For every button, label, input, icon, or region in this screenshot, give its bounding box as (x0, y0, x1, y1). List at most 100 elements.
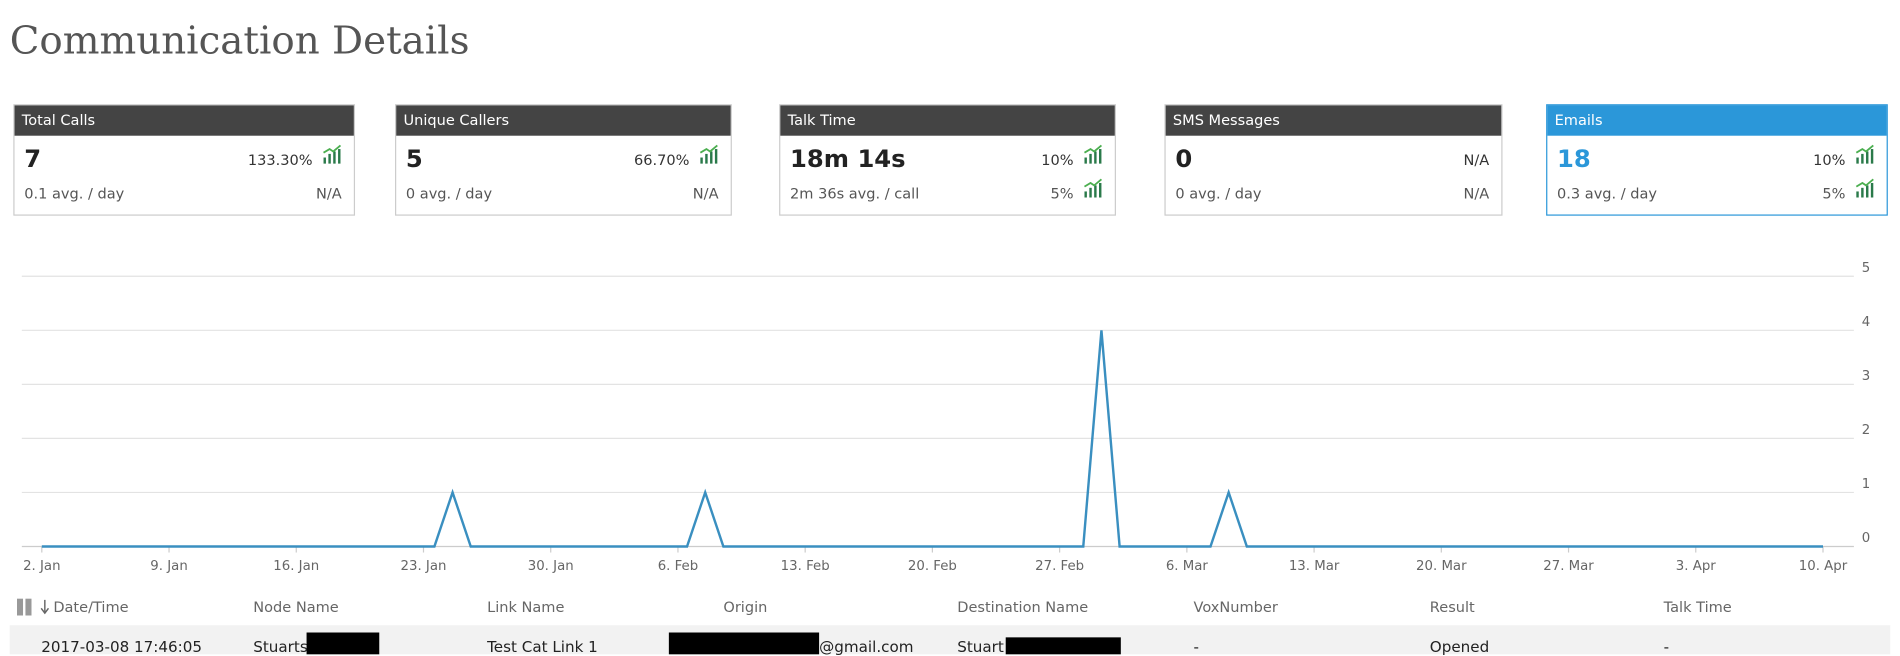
card-value: 18m 14s (790, 144, 906, 174)
icon-bar (1089, 153, 1092, 164)
card-sub-change: N/A (315, 185, 342, 203)
x-tick-label: 27. Mar (1543, 559, 1594, 574)
stat-card[interactable]: Total Calls 7 133.30% 0.1 avg. / day N/A (13, 104, 356, 216)
column-header[interactable]: Destination Name (957, 598, 1089, 616)
redaction (306, 632, 380, 655)
trend-icon (323, 144, 342, 164)
stat-card[interactable]: Unique Callers 5 66.70% 0 avg. / day N/A (395, 104, 732, 216)
column-header[interactable]: VoxNumber (1193, 598, 1278, 616)
icon-bar (700, 157, 703, 164)
card-subtext: 0 avg. / day (1175, 185, 1262, 203)
card-subtext: 0.3 avg. / day (1557, 185, 1658, 203)
x-tick-label: 9. Jan (150, 559, 187, 574)
column-header[interactable]: Talk Time (1663, 598, 1732, 616)
page-title: Communication Details (9, 16, 470, 64)
table-cell: Opened (1429, 637, 1490, 656)
column-header[interactable]: Result (1429, 598, 1475, 616)
icon-bar (1866, 185, 1869, 198)
card-sub-change: 5% (1050, 185, 1074, 203)
x-tick-label: 10. Apr (1799, 559, 1848, 574)
icon-bar (1856, 191, 1859, 198)
card-value: 5 (405, 144, 423, 174)
card-sub-change: N/A (1463, 185, 1490, 203)
icon-bar (714, 149, 718, 164)
card-change: N/A (1463, 151, 1490, 169)
line-series (41, 330, 1824, 548)
icon-line (1084, 178, 1103, 188)
y-tick-label: 3 (1862, 369, 1870, 384)
redaction (1005, 637, 1121, 655)
stat-card[interactable]: Emails 18 10% 0.3 avg. / day 5% (1546, 104, 1888, 216)
card-value: 18 (1557, 144, 1591, 174)
redaction (668, 632, 820, 655)
card-subtext: 0.1 avg. / day (24, 185, 125, 203)
y-tick-label: 1 (1862, 477, 1870, 492)
x-tick-label: 16. Jan (273, 559, 319, 574)
icon-bar (1870, 149, 1874, 164)
card-change: 10% (1813, 151, 1846, 169)
card-title: Emails (1547, 105, 1887, 136)
card-value: 7 (24, 144, 42, 174)
x-tick-label: 6. Feb (658, 559, 699, 574)
column-header[interactable]: Link Name (487, 598, 565, 616)
sort-arrow[interactable] (40, 599, 50, 615)
trend-icon (699, 144, 718, 164)
x-tick-label: 20. Feb (908, 559, 957, 574)
icon-bar (328, 153, 331, 164)
x-tick-label: 27. Feb (1035, 559, 1084, 574)
card-sub-change: N/A (692, 185, 719, 203)
trend-icon (1084, 178, 1103, 198)
icon-bar (323, 157, 326, 164)
icon-bar (1099, 149, 1102, 164)
icon-bar (1856, 157, 1859, 164)
icon-bar (1084, 191, 1087, 198)
trend-icon (1084, 144, 1103, 164)
trend-icon (1855, 178, 1874, 198)
card-subtext: 0 avg. / day (405, 185, 493, 203)
icon-bar (1861, 153, 1864, 164)
icon-bar (1866, 151, 1869, 164)
column-handle[interactable] (16, 598, 36, 616)
column-header[interactable]: Node Name (253, 598, 339, 616)
table-cell: - (1193, 637, 1199, 656)
card-title: Total Calls (14, 105, 354, 136)
card-subtext: 2m 36s avg. / call (790, 185, 920, 203)
icon-bar (1861, 187, 1864, 198)
x-tick-label: 2. Jan (23, 559, 60, 574)
icon-bar (1094, 151, 1097, 164)
x-tick-label: 30. Jan (528, 559, 574, 574)
icon-bar (1870, 182, 1874, 198)
stat-card[interactable]: Talk Time 18m 14s 10% 2m 36s avg. / call 5% (779, 104, 1116, 216)
x-tick-label: 13. Mar (1289, 559, 1340, 574)
trend-icon (1855, 144, 1874, 164)
card-change: 66.70% (634, 151, 690, 169)
icon-bar (1084, 157, 1087, 164)
stat-card[interactable]: SMS Messages 0 N/A 0 avg. / day N/A (1164, 104, 1503, 216)
column-header[interactable]: Date/Time (53, 598, 129, 616)
x-tick-label: 23. Jan (401, 559, 447, 574)
card-change: 133.30% (247, 151, 313, 169)
icon-bar (1099, 182, 1102, 198)
y-tick-label: 5 (1862, 261, 1870, 276)
icon-line (699, 144, 718, 154)
icon-line (1084, 144, 1103, 154)
icon-line (1855, 178, 1874, 188)
x-tick-label: 3. Apr (1676, 559, 1716, 574)
card-change: 10% (1041, 151, 1074, 169)
x-tick-label: 13. Feb (781, 559, 830, 574)
icon-bar (338, 149, 341, 164)
x-tick-label: 6. Mar (1166, 559, 1209, 574)
table-cell: 2017-03-08 17:46:05 (41, 637, 203, 656)
y-tick-label: 0 (1862, 531, 1870, 546)
card-value: 0 (1175, 144, 1193, 174)
icon-line (1855, 144, 1874, 154)
table-cell: - (1663, 637, 1670, 656)
card-title: SMS Messages (1165, 105, 1502, 136)
table-cell: Stuart (957, 637, 1004, 656)
column-header[interactable]: Origin (723, 598, 768, 616)
icon-bar (710, 151, 713, 164)
y-tick-label: 2 (1862, 423, 1870, 438)
icon-line (323, 144, 342, 154)
